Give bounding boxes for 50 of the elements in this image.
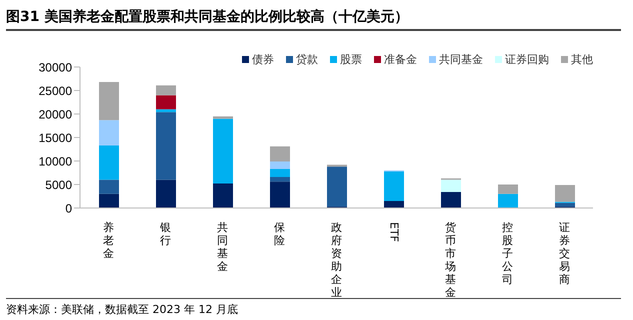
x-tick-label: 货币市场基金 bbox=[444, 221, 456, 299]
bar bbox=[270, 176, 290, 182]
bar bbox=[384, 200, 404, 208]
bar bbox=[327, 166, 347, 207]
bar bbox=[99, 82, 119, 120]
x-tick-label: ETF bbox=[387, 222, 400, 242]
y-tick-label: 10000 bbox=[38, 154, 72, 168]
bar bbox=[156, 95, 176, 110]
bar bbox=[99, 120, 119, 146]
text: 资料来源：美联储，数据截至 2023 年 12 月底 bbox=[6, 303, 238, 316]
x-tick-label: 证券交易商 bbox=[559, 221, 570, 286]
bar bbox=[99, 194, 119, 208]
y-tick-label: 25000 bbox=[38, 84, 72, 98]
legend-label: 共同基金 bbox=[438, 52, 483, 67]
x-tick-label: 政府资助企业 bbox=[331, 221, 342, 299]
bar bbox=[99, 180, 119, 194]
legend-label: 贷款 bbox=[295, 52, 318, 67]
bar bbox=[498, 184, 518, 194]
bar bbox=[156, 180, 176, 208]
bar bbox=[213, 184, 233, 208]
bar bbox=[156, 112, 176, 180]
bar bbox=[441, 192, 461, 208]
bar bbox=[270, 146, 290, 162]
bar bbox=[555, 202, 575, 207]
bar bbox=[270, 182, 290, 208]
y-tick-label: 0 bbox=[65, 201, 72, 216]
x-tick-label: 保险 bbox=[274, 221, 285, 247]
x-tick-label: 养老金 bbox=[103, 221, 114, 260]
y-tick-label: 20000 bbox=[38, 107, 72, 122]
legend-label: 证券回购 bbox=[504, 52, 549, 67]
y-tick-label: 5000 bbox=[45, 178, 72, 192]
bar bbox=[441, 180, 461, 192]
y-tick-label: 30000 bbox=[38, 60, 72, 74]
bar bbox=[213, 118, 233, 184]
bar bbox=[270, 161, 290, 169]
legend-label: 其他 bbox=[570, 52, 593, 67]
chart-title: 图31 美国养老金配置股票和共同基金的比例比较高（十亿美元） bbox=[6, 8, 621, 31]
bar bbox=[156, 85, 176, 96]
x-tick-label: 银行 bbox=[159, 221, 171, 247]
legend-label: 债券 bbox=[251, 52, 274, 67]
y-tick-label: 15000 bbox=[38, 130, 72, 145]
bar bbox=[498, 194, 518, 208]
bar bbox=[270, 168, 290, 177]
legend-label: 股票 bbox=[339, 52, 362, 67]
x-tick-label: 控股子公司 bbox=[502, 221, 513, 286]
x-tick-label: 共同基金 bbox=[217, 221, 228, 273]
bar bbox=[99, 145, 119, 180]
bar bbox=[384, 171, 404, 201]
bar bbox=[555, 184, 575, 202]
legend-label: 准备金 bbox=[383, 52, 417, 67]
